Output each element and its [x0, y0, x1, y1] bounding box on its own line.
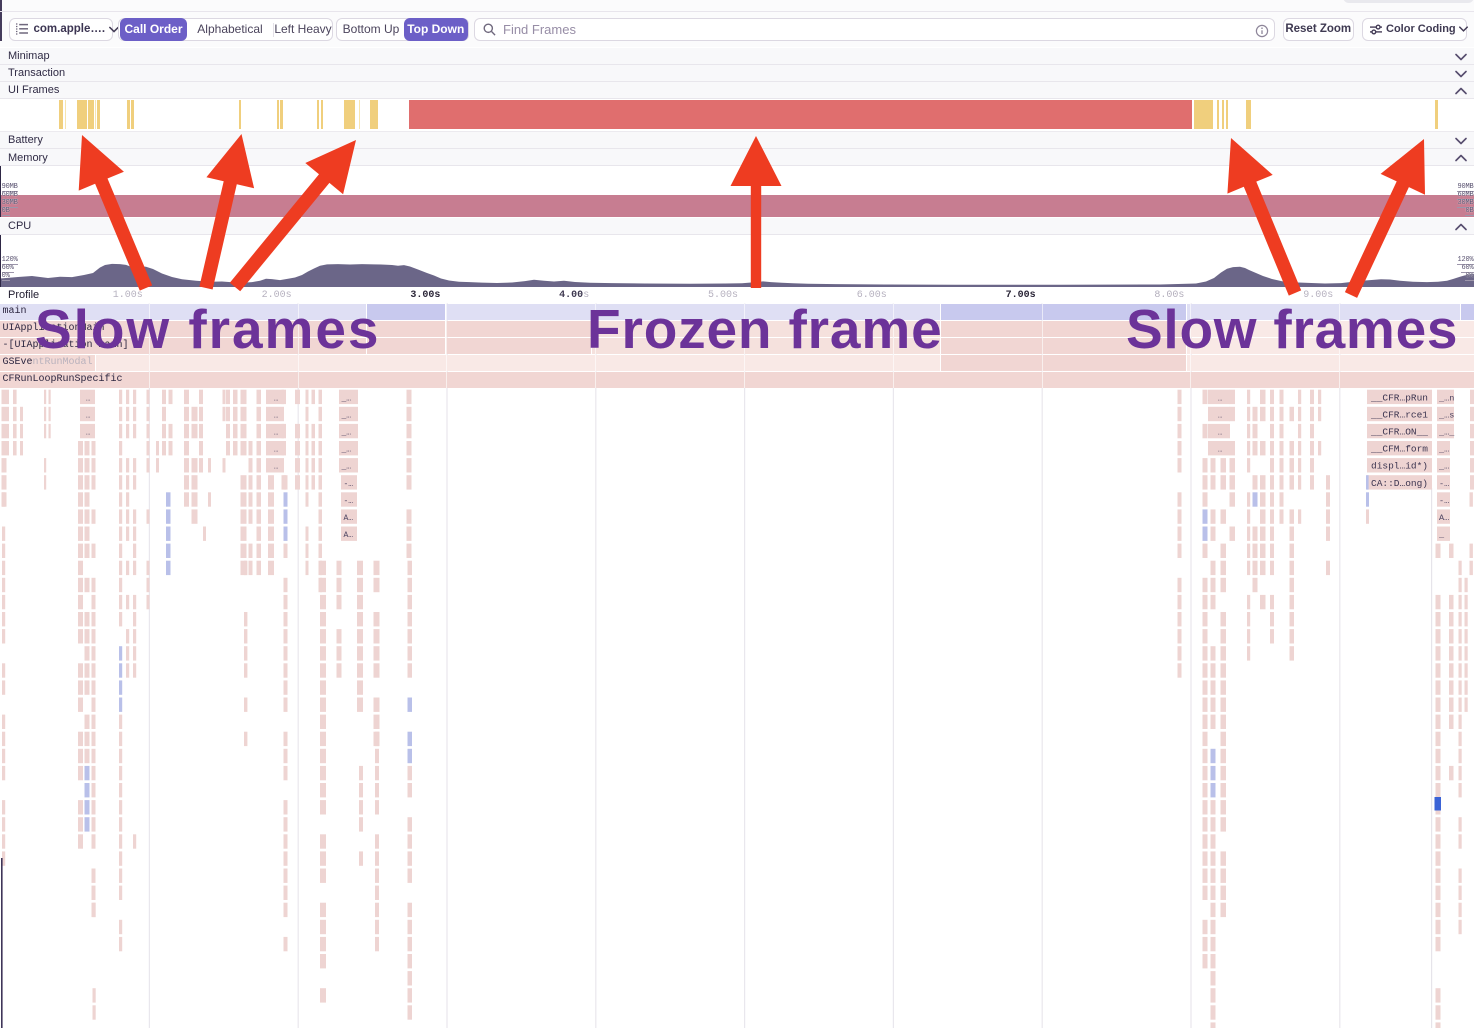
svg-text:…: … — [1218, 395, 1222, 403]
svg-text:__CFR…rce1: __CFR…rce1 — [1370, 409, 1428, 420]
svg-text:A…: A… — [344, 531, 354, 540]
svg-text:A…: A… — [344, 514, 354, 523]
svg-text:__CFM…form: __CFM…form — [1370, 444, 1428, 455]
svg-text:…: … — [274, 412, 278, 420]
svg-text:_: _ — [1438, 530, 1445, 540]
svg-text:…: … — [1218, 430, 1222, 438]
svg-text:_…_: _…_ — [1438, 428, 1455, 438]
svg-text:…: … — [86, 395, 90, 403]
svg-text:_…: _… — [341, 463, 352, 472]
svg-text:…: … — [1218, 412, 1222, 420]
svg-text:…: … — [1218, 447, 1222, 455]
svg-text:CA::D…ong): CA::D…ong) — [1371, 478, 1428, 489]
svg-text:displ…id*): displ…id*) — [1371, 461, 1428, 472]
svg-text:__CFR…ON__: __CFR…ON__ — [1370, 427, 1428, 438]
svg-text:_…s: _…s — [1438, 410, 1454, 420]
svg-text:…: … — [86, 430, 90, 438]
svg-text:_…: _… — [1438, 445, 1449, 455]
svg-text:…: … — [274, 464, 278, 472]
svg-text:…: … — [274, 395, 278, 403]
svg-text:…: … — [274, 447, 278, 455]
svg-text:A…: A… — [1439, 513, 1449, 523]
svg-text:-…: -… — [1439, 479, 1449, 489]
svg-text:…: … — [86, 412, 90, 420]
svg-text:_…n: _…n — [1438, 393, 1454, 403]
svg-text:__CFR…pRun: __CFR…pRun — [1370, 392, 1428, 403]
svg-text:_…: _… — [341, 446, 352, 455]
svg-text:_…: _… — [341, 411, 352, 420]
svg-text:-…: -… — [1439, 496, 1449, 506]
svg-text:-…: -… — [344, 480, 354, 489]
svg-text:_…: _… — [1438, 462, 1449, 472]
svg-text:…: … — [274, 430, 278, 438]
svg-text:_…: _… — [341, 429, 352, 438]
svg-text:_…: _… — [341, 394, 352, 403]
svg-text:-…: -… — [344, 497, 354, 506]
